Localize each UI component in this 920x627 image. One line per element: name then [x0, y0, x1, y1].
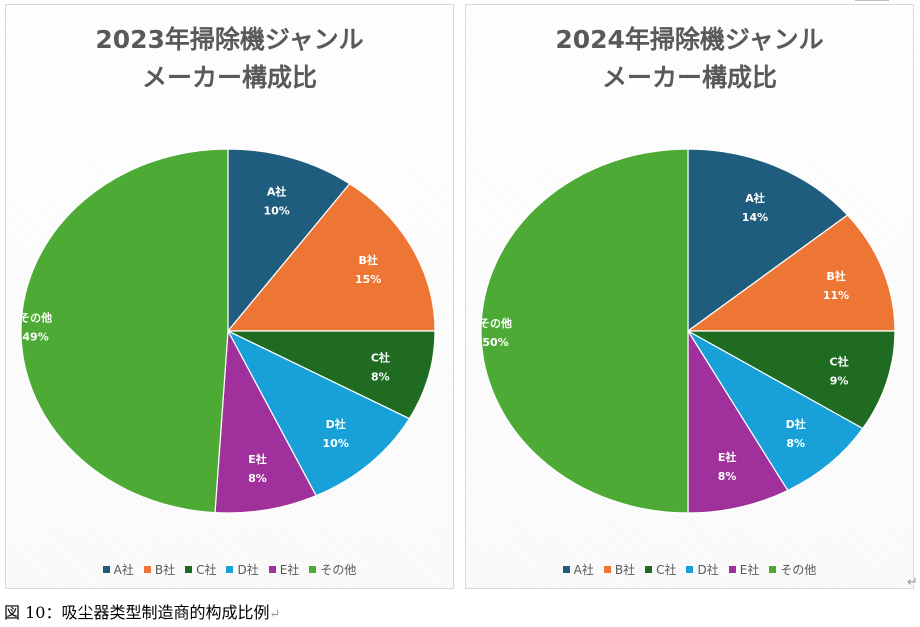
legend-swatch: [769, 566, 777, 573]
chart-title: 2023年掃除機ジャンル メーカー構成比: [6, 21, 453, 97]
legend: A社 B社 C社 D社 E社 その他: [466, 561, 913, 578]
pie-plot: A社 14% B社 11% C社 9% D社 8% E社 8% その他 50%: [479, 148, 896, 514]
legend-label: D社: [237, 563, 259, 577]
slice-percent-label: 49%: [22, 331, 48, 344]
legend-swatch: [309, 566, 317, 573]
legend-item: E社: [268, 561, 300, 578]
legend-item: D社: [226, 561, 259, 578]
pie-slice-1: [686, 214, 896, 332]
legend-item: E社: [728, 561, 760, 578]
legend-swatch: [728, 566, 736, 573]
legend-swatch: [603, 566, 611, 573]
chart-2023: 2023年掃除機ジャンル メーカー構成比 A社 10% B社 15% C社 8% D社 10%…: [5, 4, 454, 589]
slice-percent-label: 14%: [742, 211, 768, 224]
legend-label: D社: [697, 563, 719, 577]
legend-label: A社: [573, 563, 594, 577]
slice-category-label: E社: [718, 450, 737, 464]
slice-percent-label: 11%: [823, 289, 849, 302]
legend-label: A社: [113, 563, 134, 577]
legend-label: その他: [320, 563, 357, 577]
slice-percent-label: 10%: [263, 204, 289, 217]
pie-plot: A社 10% B社 15% C社 8% D社 10% E社 8% その他 49%: [19, 148, 436, 514]
legend-label: E社: [279, 563, 300, 577]
slice-category-label: B社: [358, 253, 377, 267]
slice-percent-label: 50%: [482, 336, 508, 349]
slice-category-label: C社: [371, 350, 390, 364]
legend-label: C社: [196, 563, 217, 577]
slice-percent-label: 8%: [786, 437, 805, 450]
legend-label: B社: [614, 563, 636, 577]
legend-item: C社: [645, 561, 676, 578]
legend-item: その他: [769, 561, 816, 578]
pie-slice-2: [685, 330, 896, 430]
chart-title-line-2: メーカー構成比: [601, 63, 777, 92]
legend-swatch: [268, 566, 276, 573]
legend-swatch: [143, 566, 151, 573]
chart-title: 2024年掃除機ジャンル メーカー構成比: [466, 21, 913, 97]
slice-percent-label: 8%: [718, 470, 737, 483]
legend-label: E社: [739, 563, 760, 577]
legend-item: その他: [309, 561, 356, 578]
caption-return-mark: ↵: [269, 607, 281, 622]
figure-caption: 図 10：吸尘器类型制造商的构成比例↵: [4, 599, 280, 623]
pie-slice-2: [227, 330, 436, 420]
legend-item: C社: [185, 561, 216, 578]
legend-swatch: [686, 566, 694, 573]
slice-percent-label: 15%: [355, 273, 381, 286]
pie-slice-0: [227, 148, 351, 333]
legend-swatch: [102, 566, 110, 573]
legend-item: D社: [686, 561, 719, 578]
slice-category-label: A社: [267, 184, 287, 198]
pie-slice-3: [687, 330, 864, 492]
chart-title-line-1: 2024年掃除機ジャンル: [555, 25, 824, 54]
figure-caption-text: 図 10：吸尘器类型制造商的构成比例: [4, 603, 270, 622]
pie-slice-4: [687, 328, 789, 514]
slice-category-label: B社: [826, 269, 845, 283]
chart-2024: 2024年掃除機ジャンル メーカー構成比 A社 14% B社 11% C社 9% D社 8% E…: [465, 4, 914, 589]
slice-category-label: D社: [786, 417, 806, 431]
legend-item: B社: [143, 561, 176, 578]
legend-item: A社: [102, 561, 134, 578]
pie-slice-5: [480, 148, 689, 514]
chart-title-line-2: メーカー構成比: [141, 63, 317, 92]
legend-swatch: [645, 566, 653, 573]
legend-label: C社: [656, 563, 677, 577]
paragraph-return-mark: ↵: [907, 575, 918, 590]
slice-category-label: E社: [248, 452, 267, 466]
legend-swatch: [562, 566, 570, 573]
slice-category-label: A社: [745, 191, 765, 205]
legend-swatch: [185, 566, 193, 573]
pie-slice-5: [20, 148, 229, 514]
slice-category-label: その他: [19, 311, 52, 325]
pie-slice-3: [226, 329, 411, 497]
legend-swatch: [226, 566, 234, 573]
slice-percent-label: 9%: [830, 375, 849, 388]
top-edge-line: [855, 0, 889, 1]
legend-label: その他: [780, 563, 817, 577]
slice-category-label: C社: [830, 355, 849, 369]
slice-category-label: その他: [479, 316, 512, 330]
pie-slice-0: [687, 148, 849, 333]
slice-percent-label: 8%: [248, 472, 267, 485]
slice-category-label: D社: [326, 417, 346, 431]
legend-item: B社: [603, 561, 636, 578]
pie-slice-4: [214, 328, 317, 514]
legend-item: A社: [562, 561, 594, 578]
legend-label: B社: [154, 563, 176, 577]
slice-percent-label: 10%: [323, 437, 349, 450]
pie-slice-1: [226, 182, 436, 332]
chart-title-line-1: 2023年掃除機ジャンル: [95, 25, 364, 54]
legend: A社 B社 C社 D社 E社 その他: [6, 561, 453, 578]
slice-percent-label: 8%: [371, 370, 390, 383]
